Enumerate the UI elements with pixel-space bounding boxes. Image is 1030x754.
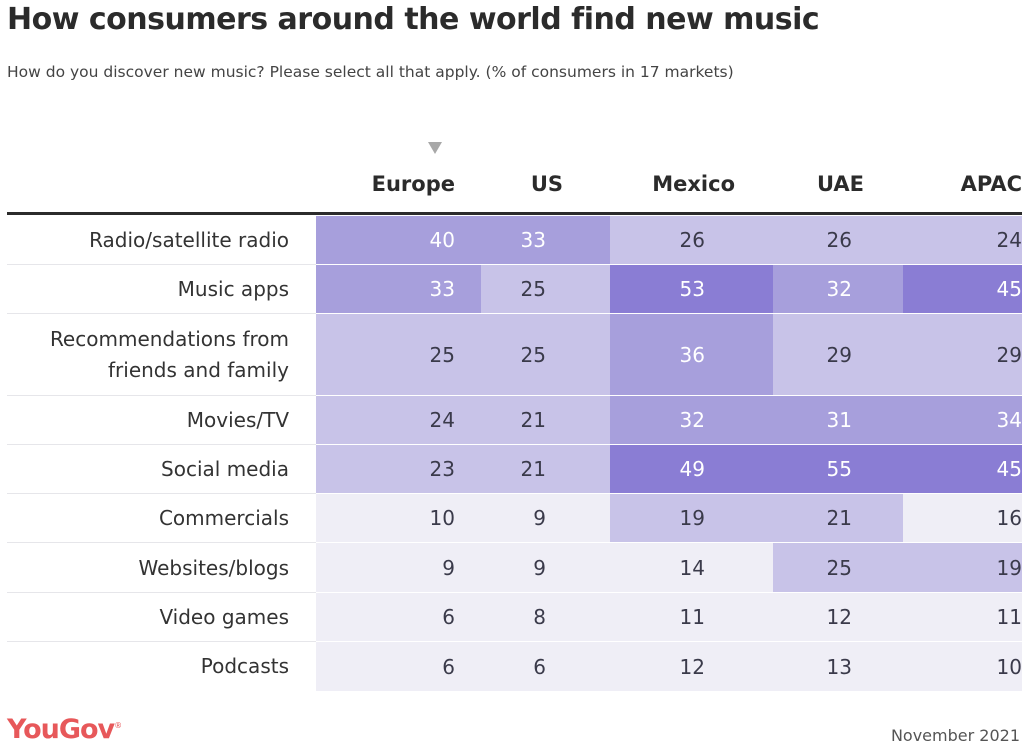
- row-separator: [7, 493, 316, 494]
- publication-date: November 2021: [890, 726, 1020, 745]
- chart-subtitle: How do you discover new music? Please se…: [7, 63, 734, 81]
- heatmap-cell: 49: [610, 445, 773, 493]
- heatmap-cell: 19: [903, 543, 1022, 592]
- heatmap-cell: 36: [610, 314, 773, 395]
- column-header-europe[interactable]: Europe: [371, 172, 455, 196]
- heatmap-cell: 55: [773, 445, 903, 493]
- heatmap-cell: 32: [773, 265, 903, 313]
- row-separator: [7, 264, 316, 265]
- heatmap-cell: 13: [773, 642, 903, 691]
- heatmap-cell: 40: [316, 216, 481, 264]
- row-label: Social media: [161, 457, 289, 481]
- heatmap-cell: 24: [903, 216, 1022, 264]
- heatmap-cell: 21: [481, 396, 610, 444]
- heatmap-cell: 24: [316, 396, 481, 444]
- heatmap-cell: 10: [316, 494, 481, 542]
- heatmap-cell: 34: [903, 396, 1022, 444]
- chart-title: How consumers around the world find new …: [7, 2, 820, 37]
- heatmap-cell: 23: [316, 445, 481, 493]
- row-separator: [7, 444, 316, 445]
- heatmap-cell: 25: [316, 314, 481, 395]
- row-label: Radio/satellite radio: [89, 228, 289, 252]
- row-separator: [7, 313, 316, 314]
- registered-mark-icon: ®: [114, 721, 122, 730]
- heatmap-cell: 9: [481, 543, 610, 592]
- heatmap-cell: 25: [481, 265, 610, 313]
- heatmap-cell: 14: [610, 543, 773, 592]
- heatmap-cell: 29: [903, 314, 1022, 395]
- heatmap-cell: 9: [316, 543, 481, 592]
- column-header-us[interactable]: US: [530, 172, 563, 196]
- row-separator: [7, 592, 316, 593]
- heatmap-cell: 6: [316, 593, 481, 641]
- row-label: Commercials: [158, 506, 289, 530]
- row-label: Websites/blogs: [138, 555, 290, 580]
- yougov-logo: YouGov®: [7, 714, 122, 745]
- heatmap-cell: 11: [610, 593, 773, 641]
- heatmap-cell: 32: [610, 396, 773, 444]
- heatmap-cell: 33: [481, 216, 610, 264]
- row-label: Video games: [159, 605, 289, 629]
- heatmap-cell: 21: [481, 445, 610, 493]
- heatmap-cell: 53: [610, 265, 773, 313]
- heatmap-cell: 16: [903, 494, 1022, 542]
- sort-descending-icon[interactable]: [428, 142, 442, 154]
- heatmap-cell: 31: [773, 396, 903, 444]
- heatmap-cell: 8: [481, 593, 610, 641]
- heatmap-cell: 12: [610, 642, 773, 691]
- column-header-uae[interactable]: UAE: [816, 172, 864, 196]
- heatmap-cell: 26: [610, 216, 773, 264]
- heatmap-cell: 19: [610, 494, 773, 542]
- header-rule: [7, 212, 1022, 215]
- heatmap-cell: 45: [903, 265, 1022, 313]
- row-label: Movies/TV: [186, 408, 289, 432]
- heatmap-cell: 10: [903, 642, 1022, 691]
- column-header-apac[interactable]: APAC: [960, 172, 1022, 196]
- row-separator: [7, 641, 316, 642]
- heatmap-cell: 45: [903, 445, 1022, 493]
- heatmap-cell: 29: [773, 314, 903, 395]
- heatmap-cell: 33: [316, 265, 481, 313]
- heatmap-cell: 25: [773, 543, 903, 592]
- heatmap-cell: 21: [773, 494, 903, 542]
- heatmap-cell: 12: [773, 593, 903, 641]
- row-label: Music apps: [177, 277, 289, 301]
- heatmap-cell: 11: [903, 593, 1022, 641]
- heatmap-cell: 6: [481, 642, 610, 691]
- heatmap-cell: 25: [481, 314, 610, 395]
- row-separator: [7, 542, 316, 543]
- heatmap-cell: 26: [773, 216, 903, 264]
- column-header-mexico[interactable]: Mexico: [652, 172, 735, 196]
- heatmap-cell: 9: [481, 494, 610, 542]
- row-separator: [7, 395, 316, 396]
- row-label: Podcasts: [200, 654, 289, 678]
- heatmap-cell: 6: [316, 642, 481, 691]
- row-label: Recommendations from friends and family: [49, 327, 289, 382]
